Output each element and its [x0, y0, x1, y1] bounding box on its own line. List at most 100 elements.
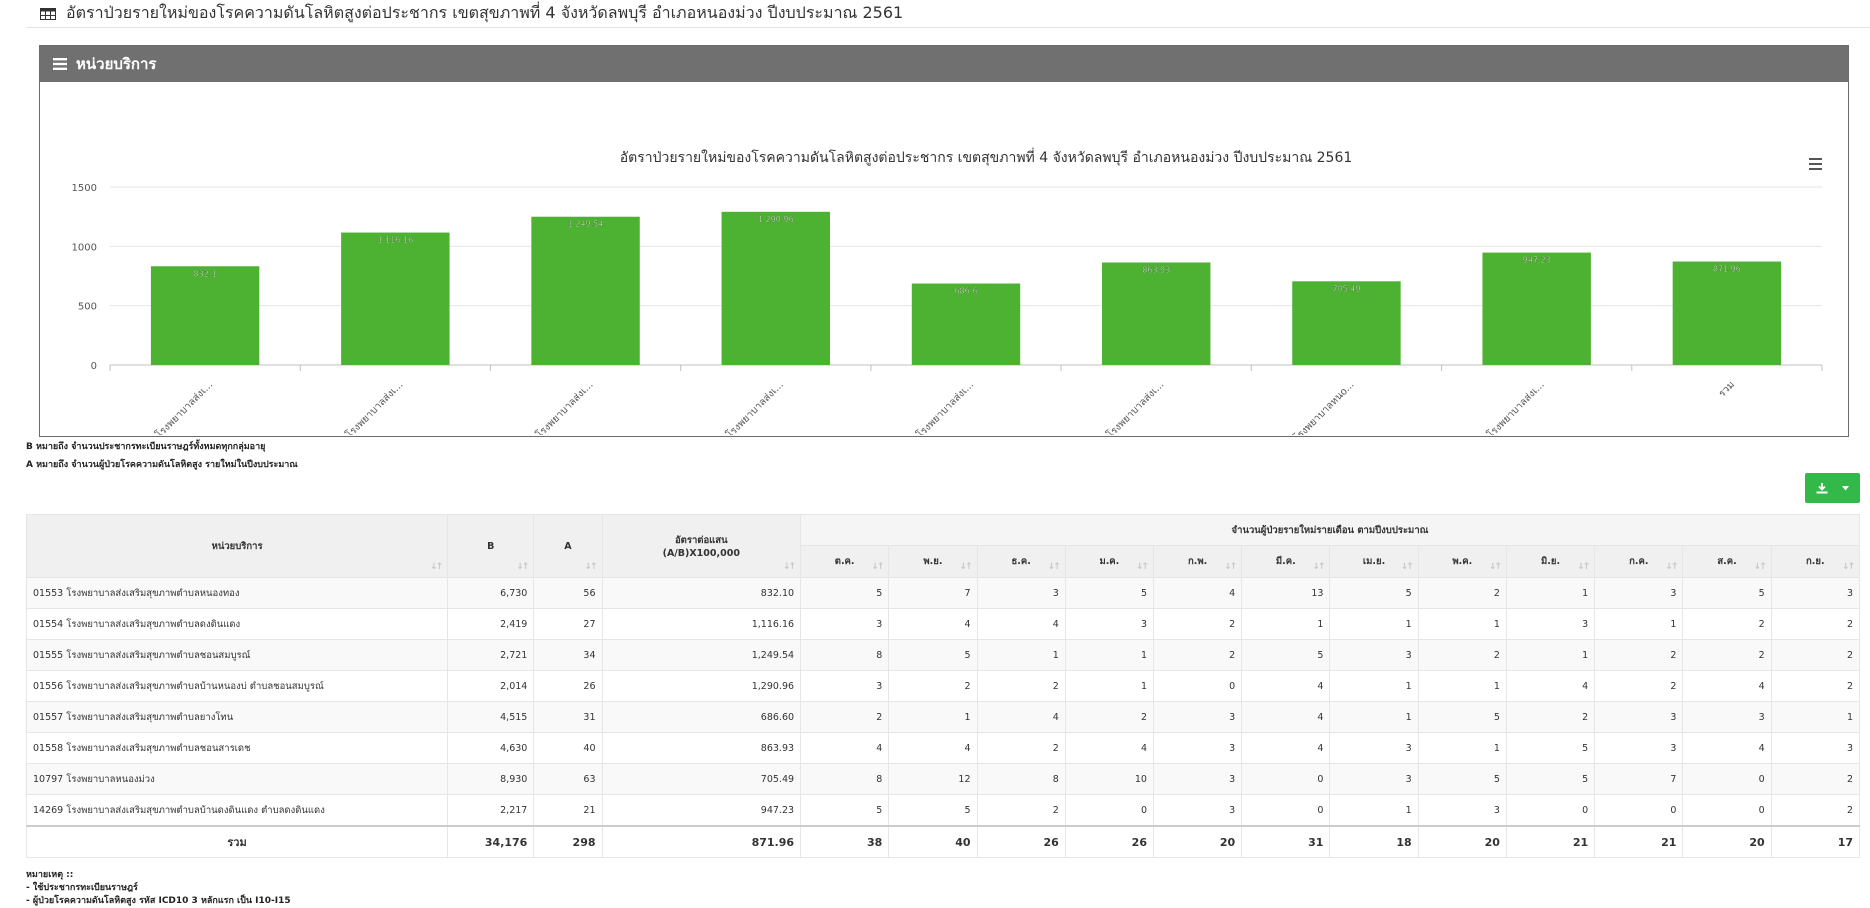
cell-month: 3: [1505, 608, 1596, 640]
cell-month: 38: [800, 825, 890, 858]
cell-month: 2: [1770, 608, 1861, 640]
header-month[interactable]: พ.ค. ↓↑: [1417, 545, 1507, 578]
data-table: หน่วยบริการ ↓↑ B ↓↑ A ↓↑ อัตราต่อแสน (A/B)X1…: [25, 514, 1861, 858]
cell-month: 5: [800, 794, 890, 827]
cell-month: 3: [1064, 608, 1154, 640]
x-tick-label: 01558 โรงพยาบาลส่งเ...: [1079, 378, 1166, 435]
cell-month: 2: [1417, 577, 1507, 609]
cell-month: 5: [1064, 577, 1154, 609]
footnote-line1: - ใช้ประชากรทะเบียนราษฎร์: [26, 883, 138, 893]
header-month[interactable]: มี.ค. ↓↑: [1241, 545, 1331, 578]
cell-month: 20: [1417, 825, 1507, 858]
header-unit[interactable]: หน่วยบริการ ↓↑: [25, 514, 449, 578]
header-rate[interactable]: อัตราต่อแสน (A/B)X100,000 ↓↑: [601, 514, 802, 578]
header-month[interactable]: ธ.ค. ↓↑: [976, 545, 1066, 578]
cell-month: 2: [1682, 608, 1772, 640]
cell-month: 4: [888, 608, 978, 640]
sort-icon: ↓↑: [1135, 562, 1149, 572]
cell-month: 2: [888, 670, 978, 702]
cell-month: 1: [1329, 608, 1419, 640]
cell-month: 2: [1770, 794, 1861, 827]
data-label: 1 290.96: [758, 215, 794, 224]
cell-month: 3: [800, 608, 890, 640]
cell-month: 2: [800, 701, 890, 733]
definition-b: B หมายถึง จำนวนประชากรทะเบียนราษฎร์ทั้งห…: [26, 442, 266, 452]
cell-b: 2,419: [447, 608, 535, 640]
header-b[interactable]: B ↓↑: [447, 514, 535, 578]
header-month[interactable]: ก.ย. ↓↑: [1770, 545, 1861, 578]
header-month[interactable]: มิ.ย. ↓↑: [1505, 545, 1596, 578]
cell-month: 2: [1770, 763, 1861, 795]
cell-month: 4: [1152, 577, 1243, 609]
total-row: รวม 34,176 298 871.96 38 40 26 26 20 31 18 20 21 21 20…: [25, 825, 1861, 858]
cell-month: 4: [888, 732, 978, 764]
cell-month: 20: [1682, 825, 1772, 858]
cell-month: 7: [1594, 763, 1684, 795]
sort-icon: ↓↑: [1577, 562, 1590, 572]
chart-title: อัตราป่วยรายใหม่ของโรคความดันโลหิตสูงต่อ…: [620, 148, 1353, 166]
cell-month: 12: [888, 763, 978, 795]
header-month[interactable]: ส.ค. ↓↑: [1682, 545, 1772, 578]
table-row: 01558 โรงพยาบาลส่งเสริมสุขภาพตำบลชอนสารเ…: [25, 732, 1861, 764]
header-month[interactable]: เม.ย. ↓↑: [1329, 545, 1419, 578]
cell-month: 5: [1505, 763, 1596, 795]
sort-icon: ↓↑: [1488, 562, 1502, 572]
cell-month: 2: [1594, 670, 1684, 702]
table-row: 01554 โรงพยาบาลส่งเสริมสุขภาพตำบลดงดินแด…: [25, 608, 1861, 640]
table-row: 01556 โรงพยาบาลส่งเสริมสุขภาพตำบลบ้านหนอ…: [25, 670, 1861, 702]
y-tick-label: 0: [91, 361, 97, 372]
cell-month: 1: [1770, 701, 1861, 733]
data-label: 947.23: [1523, 256, 1551, 265]
header-a[interactable]: A ↓↑: [533, 514, 603, 578]
cell-month: 2: [1417, 639, 1507, 671]
x-tick-label: 14269 โรงพยาบาลส่งเ...: [1459, 378, 1546, 435]
cell-month: 1: [1064, 670, 1154, 702]
cell-month: 3: [1329, 763, 1419, 795]
cell-month: 4: [976, 701, 1066, 733]
cell-month: 0: [1152, 670, 1243, 702]
data-label: 871.96: [1713, 265, 1741, 274]
y-tick-label: 500: [78, 302, 97, 313]
table-row: 01557 โรงพยาบาลส่งเสริมสุขภาพตำบลยางโทน 4…: [25, 701, 1861, 733]
data-label: 832.1: [194, 269, 217, 278]
cell-month: 0: [1682, 763, 1772, 795]
cell-a: 40: [533, 732, 603, 764]
header-month[interactable]: ม.ค. ↓↑: [1064, 545, 1154, 578]
cell-month: 5: [1241, 639, 1331, 671]
cell-month: 2: [976, 732, 1066, 764]
cell-month: 1: [1417, 732, 1507, 764]
bar: [911, 283, 1021, 365]
cell-unit: 01554 โรงพยาบาลส่งเสริมสุขภาพตำบลดงดินแด…: [25, 608, 449, 640]
cell-month: 3: [1594, 732, 1684, 764]
hamburger-icon[interactable]: [53, 58, 67, 70]
cell-month: 0: [1505, 794, 1596, 827]
bar: [1672, 261, 1782, 365]
cell-month: 5: [1682, 577, 1772, 609]
cell-a: 21: [533, 794, 603, 827]
definition-a: A หมายถึง จำนวนผู้ป่วยโรคความดันโลหิตสูง…: [26, 460, 298, 470]
cell-month: 4: [1241, 701, 1331, 733]
sort-icon: ↓↑: [584, 562, 597, 572]
cell-month: 4: [976, 608, 1066, 640]
sort-icon: ↓↑: [1224, 562, 1237, 572]
cell-month: 1: [1594, 608, 1684, 640]
cell-month: 10: [1064, 763, 1154, 795]
cell-b: 8,930: [447, 763, 535, 795]
cell-month: 21: [1505, 825, 1596, 858]
header-month[interactable]: พ.ย. ↓↑: [888, 545, 978, 578]
cell-month: 7: [888, 577, 978, 609]
cell-month: 17: [1770, 825, 1861, 858]
cell-a: 31: [533, 701, 603, 733]
cell-month: 4: [1241, 732, 1331, 764]
header-month[interactable]: ก.พ. ↓↑: [1152, 545, 1243, 578]
sort-icon: ↓↑: [1665, 562, 1678, 572]
header-monthly-group: จำนวนผู้ป่วยรายใหม่รายเดือน ตามปีงบประมา…: [800, 514, 1860, 546]
header-month[interactable]: ก.ค. ↓↑: [1594, 545, 1684, 578]
cell-month: 1: [1417, 670, 1507, 702]
sort-icon: ↓↑: [1753, 562, 1767, 572]
export-button[interactable]: [1805, 473, 1860, 503]
cell-month: 2: [976, 670, 1066, 702]
cell-unit: 01553 โรงพยาบาลส่งเสริมสุขภาพตำบลหนองทอง: [25, 577, 449, 609]
chart-menu-icon[interactable]: [1809, 158, 1822, 170]
header-month[interactable]: ต.ค. ↓↑: [800, 545, 890, 578]
